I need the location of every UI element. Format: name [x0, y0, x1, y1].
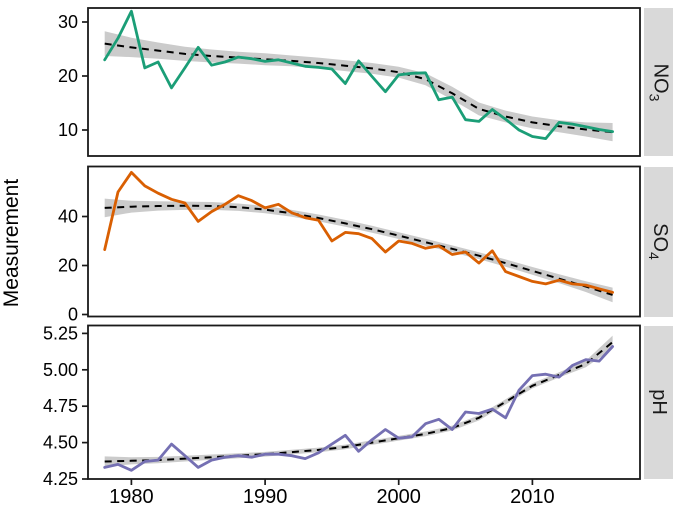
panel-border [87, 324, 641, 480]
panel-so4: 0 20 40 [58, 165, 641, 325]
y-tick-label: 30 [58, 12, 78, 32]
y-tick-label: 20 [58, 66, 78, 86]
trend-line [104, 42, 613, 134]
panel-background [88, 8, 640, 156]
panel-no3: 10 20 30 [58, 7, 641, 157]
x-tick-label: 2000 [376, 486, 421, 507]
data-line-no3 [103, 9, 614, 141]
y-tick-label: 10 [58, 120, 78, 140]
y-tick-label: 20 [58, 256, 78, 276]
panel-background [88, 166, 640, 317]
data-line-ph [103, 345, 614, 472]
confidence-ribbon [104, 335, 613, 467]
x-tick-label: 1980 [109, 486, 154, 507]
y-tick-label: 5.25 [43, 323, 78, 343]
y-tick-label: 4.25 [43, 469, 78, 489]
facet-strip-so4: SO4 [644, 166, 673, 317]
panel-background [88, 325, 640, 479]
y-tick-label: 5.00 [43, 360, 78, 380]
confidence-ribbon [104, 198, 613, 303]
panel-border [87, 7, 641, 157]
panel-ph: 4.25 4.50 4.75 5.00 5.25 [43, 323, 641, 489]
trend-line [104, 204, 613, 296]
trend-line [104, 341, 614, 463]
facet-strip-no3: NO3 [644, 8, 673, 156]
data-line-so4 [103, 170, 614, 294]
y-tick-label: 0 [68, 305, 78, 325]
x-tick-label: 1990 [243, 486, 288, 507]
x-tick-label: 2010 [510, 486, 555, 507]
facet-strip-label: SO4 [646, 223, 672, 260]
facet-strip-label: pH [647, 389, 670, 416]
y-tick-label: 40 [58, 207, 78, 227]
y-tick-label: 4.50 [43, 433, 78, 453]
y-tick-label: 4.75 [43, 396, 78, 416]
panel-border [87, 165, 641, 318]
facet-strip-label: NO3 [646, 63, 672, 101]
facet-strip-ph: pH [644, 325, 673, 479]
